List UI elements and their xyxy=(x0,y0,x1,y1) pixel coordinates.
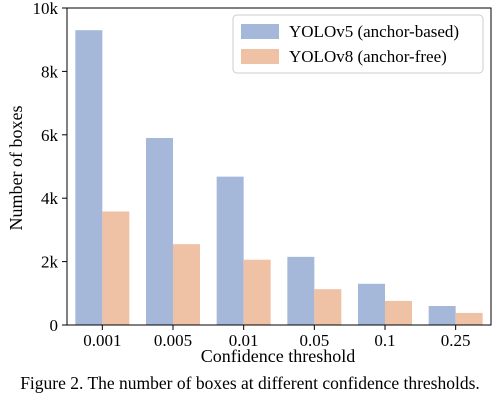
x-axis-label: Confidence threshold xyxy=(201,346,355,366)
y-tick-label-0: 0 xyxy=(50,316,59,335)
bar-yolov8-0.1 xyxy=(385,300,412,325)
axes-group xyxy=(66,7,492,326)
x-tick-label-0.005: 0.005 xyxy=(154,331,192,350)
legend-swatch-yolov5 xyxy=(241,24,279,39)
bar-yolov5-0.25 xyxy=(428,305,456,325)
bar-yolov5-0.01 xyxy=(216,176,244,325)
bar-yolov5-0.05 xyxy=(287,256,315,325)
y-tick-label-4k: 4k xyxy=(41,189,59,208)
bar-yolov8-0.005 xyxy=(173,244,200,325)
ticks-group: 0 2k 4k 6k 8k 10k 0.001 0.005 0.01 0.05 0.1 0.25 xyxy=(33,0,471,350)
x-tick-label-0.25: 0.25 xyxy=(441,331,471,350)
bar-yolov5-0.001 xyxy=(75,30,103,325)
y-tick-label-6k: 6k xyxy=(41,126,59,145)
bars-group xyxy=(75,30,483,325)
bar-chart: 0 2k 4k 6k 8k 10k 0.001 0.005 0.01 0.05 0.1 0.25 Co… xyxy=(6,0,492,366)
legend-label-yolov5: YOLOv5 (anchor-based) xyxy=(289,22,459,41)
x-tick-label-0.05: 0.05 xyxy=(299,331,329,350)
legend-box xyxy=(232,14,484,74)
y-tick-label-10k: 10k xyxy=(33,0,59,18)
bar-yolov5-0.1 xyxy=(358,283,385,325)
x-tick-label-0.1: 0.1 xyxy=(374,331,395,350)
x-tick-label-0.001: 0.001 xyxy=(83,331,121,350)
bar-yolov8-0.05 xyxy=(314,289,342,325)
y-tick-label-2k: 2k xyxy=(41,253,59,272)
legend-swatch-yolov8 xyxy=(241,49,279,64)
bar-yolov5-0.005 xyxy=(146,137,173,325)
x-tick-label-0.01: 0.01 xyxy=(229,331,259,350)
y-tick-label-8k: 8k xyxy=(41,62,59,81)
plot-frame xyxy=(66,7,492,326)
y-axis-label: Number of boxes xyxy=(6,106,26,231)
bar-yolov8-0.01 xyxy=(243,259,271,325)
bar-yolov8-0.25 xyxy=(455,312,483,325)
bar-yolov8-0.001 xyxy=(102,211,130,325)
legend: YOLOv5 (anchor-based) YOLOv8 (anchor-free… xyxy=(232,14,484,74)
figure-caption: Figure 2. The number of boxes at differe… xyxy=(20,373,480,393)
legend-label-yolov8: YOLOv8 (anchor-free) xyxy=(289,47,447,66)
